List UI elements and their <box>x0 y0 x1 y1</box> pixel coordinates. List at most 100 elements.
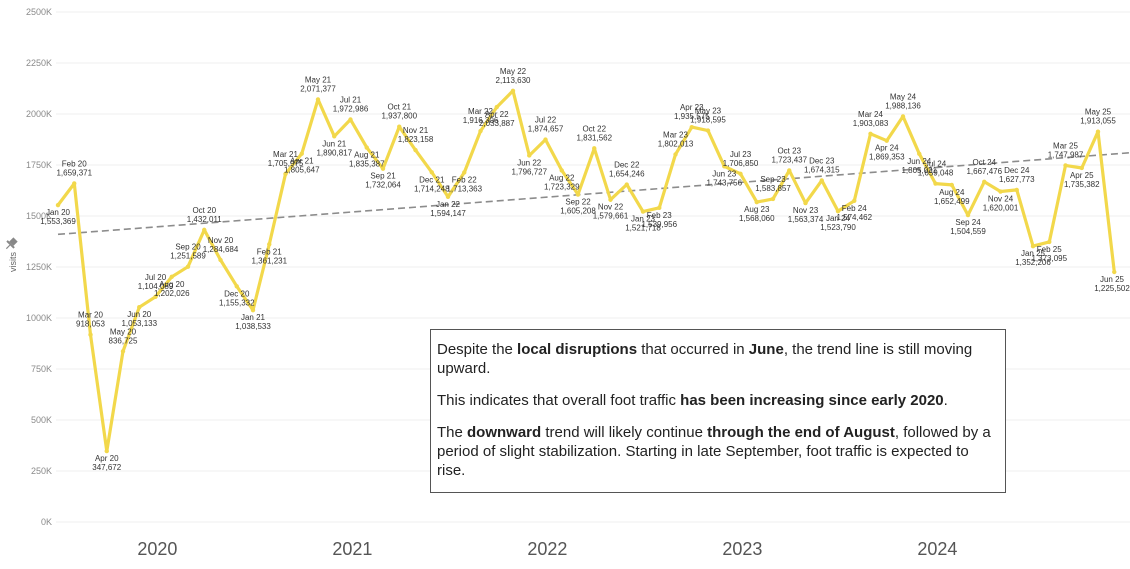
data-label-value: 1,805,647 <box>284 166 320 175</box>
data-label-month: Apr 24 <box>875 144 899 153</box>
data-point[interactable] <box>933 181 938 186</box>
data-label-month: Sep 20 <box>175 243 201 252</box>
data-label-value: 1,627,773 <box>999 175 1035 184</box>
data-label-value: 2,033,887 <box>479 119 515 128</box>
data-point[interactable] <box>657 205 662 211</box>
series-line-group <box>56 89 1116 453</box>
data-point[interactable] <box>185 264 191 269</box>
data-point[interactable] <box>754 199 759 205</box>
data-point[interactable] <box>998 189 1003 194</box>
data-label-value: 1,659,048 <box>918 169 954 178</box>
data-point[interactable] <box>1112 269 1117 275</box>
data-label-value: 1,723,437 <box>771 155 807 164</box>
data-point[interactable] <box>55 202 61 208</box>
data-point[interactable] <box>72 181 77 186</box>
data-point[interactable] <box>575 192 581 197</box>
data-point[interactable] <box>949 182 954 188</box>
data-point[interactable] <box>218 257 223 263</box>
data-label-value: 1,937,800 <box>381 112 417 121</box>
data-label-value: 1,674,315 <box>804 165 840 174</box>
data-point[interactable] <box>413 147 418 153</box>
data-label-month: Aug 22 <box>549 173 575 182</box>
data-point[interactable] <box>787 168 792 173</box>
data-label-value: 1,574,462 <box>836 213 872 222</box>
pin-icon[interactable] <box>3 236 19 252</box>
y-tick-label: 0K <box>41 517 52 527</box>
data-label-value: 1,579,661 <box>593 212 629 221</box>
data-label-value: 1,735,382 <box>1064 180 1100 189</box>
data-point[interactable] <box>169 274 174 279</box>
data-point[interactable] <box>510 88 516 94</box>
data-point[interactable] <box>592 146 597 151</box>
data-point[interactable] <box>397 124 402 129</box>
y-tick-label: 750K <box>31 364 52 374</box>
data-point[interactable] <box>1014 187 1019 193</box>
data-point[interactable] <box>494 104 499 110</box>
data-point[interactable] <box>445 194 451 199</box>
data-point[interactable] <box>283 171 288 177</box>
data-point[interactable] <box>965 212 971 218</box>
data-label-month: Jul 20 <box>145 273 167 282</box>
data-point[interactable] <box>380 166 386 171</box>
data-label-value: 1,747,987 <box>1048 150 1084 159</box>
data-label-month: Oct 22 <box>582 124 606 133</box>
data-point[interactable] <box>1079 165 1084 171</box>
data-point[interactable] <box>722 164 727 169</box>
data-point[interactable] <box>153 294 158 299</box>
data-point[interactable] <box>868 131 873 136</box>
data-label-value: 1,918,595 <box>690 116 726 125</box>
data-point[interactable] <box>608 197 613 202</box>
data-point[interactable] <box>689 124 694 130</box>
data-label-month: Jun 21 <box>322 139 347 148</box>
data-point[interactable] <box>819 178 824 183</box>
data-point[interactable] <box>299 151 304 156</box>
data-point[interactable] <box>348 117 353 122</box>
data-point[interactable] <box>705 128 711 133</box>
data-point[interactable] <box>527 153 532 158</box>
data-point[interactable] <box>835 208 841 214</box>
data-labels: Jan 201,553,369 Feb 201,659,371 Mar 20918,… <box>40 67 1130 472</box>
data-point[interactable] <box>315 97 321 102</box>
data-point[interactable] <box>900 114 906 119</box>
data-point[interactable] <box>478 128 483 134</box>
data-point[interactable] <box>624 182 629 187</box>
data-label-month: Feb 23 <box>647 211 672 220</box>
data-point[interactable] <box>202 227 207 233</box>
data-point[interactable] <box>640 209 646 214</box>
data-point[interactable] <box>120 349 126 354</box>
data-label-month: Dec 23 <box>809 156 835 165</box>
data-label-value: 1,835,387 <box>349 160 385 169</box>
data-label-value: 1,155,332 <box>219 298 255 307</box>
data-point[interactable] <box>852 198 857 204</box>
data-point[interactable] <box>250 307 256 313</box>
data-point[interactable] <box>332 134 337 139</box>
data-label-month: Jul 24 <box>925 160 947 169</box>
data-point[interactable] <box>884 138 889 143</box>
data-label-month: Dec 20 <box>224 289 250 298</box>
data-point[interactable] <box>1063 163 1068 168</box>
data-point[interactable] <box>673 152 678 157</box>
data-point[interactable] <box>770 196 776 202</box>
data-point[interactable] <box>462 170 467 175</box>
data-point[interactable] <box>429 170 434 175</box>
data-point[interactable] <box>267 242 272 247</box>
data-label-month: May 22 <box>500 67 527 76</box>
data-point[interactable] <box>364 145 369 150</box>
data-label-value: 1,202,026 <box>154 289 190 298</box>
data-point[interactable] <box>982 179 987 185</box>
data-point[interactable] <box>88 332 93 337</box>
data-point[interactable] <box>137 304 142 310</box>
data-point[interactable] <box>738 171 743 177</box>
data-label-month: Jun 22 <box>517 158 542 167</box>
data-point[interactable] <box>1030 243 1036 249</box>
data-point[interactable] <box>1047 239 1052 245</box>
y-tick-label: 1750K <box>26 160 52 170</box>
data-point[interactable] <box>803 200 808 206</box>
data-point[interactable] <box>104 448 109 454</box>
data-point[interactable] <box>234 284 239 289</box>
data-point[interactable] <box>559 168 564 173</box>
data-point[interactable] <box>917 151 922 156</box>
data-point[interactable] <box>1095 129 1101 134</box>
data-point[interactable] <box>543 137 548 142</box>
